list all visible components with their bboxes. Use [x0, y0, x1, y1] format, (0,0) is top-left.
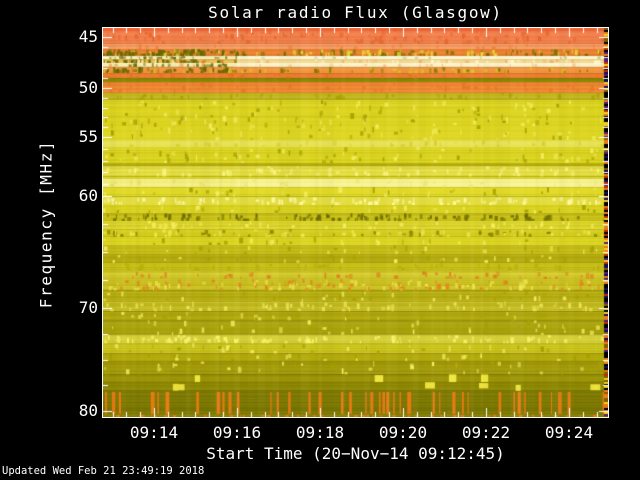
updated-timestamp: Updated Wed Feb 21 23:49:19 2018	[2, 465, 205, 477]
y-axis-title: Frequency [MHz]	[36, 139, 56, 309]
x-tick-label-0924: 09:24	[544, 423, 594, 442]
y-tick-label-45: 45	[78, 27, 98, 46]
x-axis-title: Start Time (20−Nov−14 09:12:45)	[206, 444, 505, 463]
x-tick-label-0922: 09:22	[461, 423, 511, 442]
x-tick-label-0916: 09:16	[212, 423, 262, 442]
y-tick-label-70: 70	[78, 298, 98, 317]
y-tick-label-60: 60	[78, 186, 98, 205]
y-tick-label-55: 55	[78, 127, 98, 146]
x-tick-label-0914: 09:14	[129, 423, 179, 442]
x-tick-label-0920: 09:20	[378, 423, 428, 442]
y-tick-label-50: 50	[78, 78, 98, 97]
y-tick-label-80: 80	[78, 401, 98, 420]
x-tick-label-0918: 09:18	[295, 423, 345, 442]
chart-title: Solar radio Flux (Glasgow)	[208, 3, 503, 22]
spectrogram-canvas	[103, 28, 608, 417]
plot-frame	[102, 27, 609, 418]
